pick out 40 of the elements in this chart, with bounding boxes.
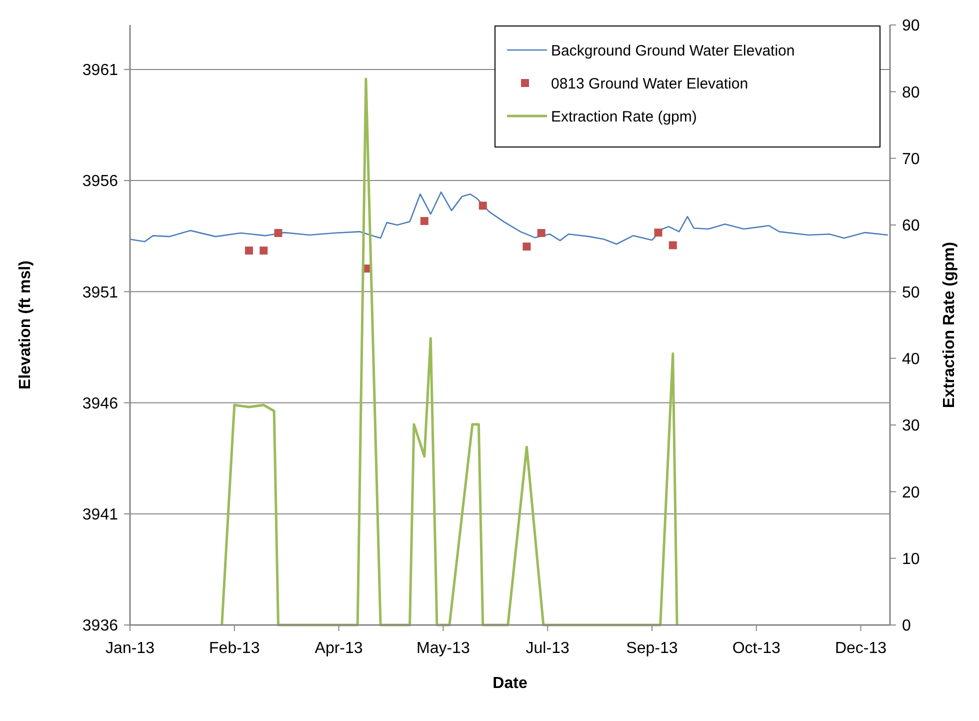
x-tick-label: May-13 [416,640,470,657]
point [537,229,546,237]
y-tick-label: 3961 [82,62,118,80]
y2-tick-label: 10 [902,550,920,568]
y-axis-title: Elevation (ft msl) [17,260,34,390]
y2-axis-title: Extraction Rate (gpm) [941,242,958,408]
y-tick-label: 3941 [82,506,118,524]
x-tick-label: Feb-13 [209,640,260,657]
y-tick-label: 3936 [82,618,118,635]
y2-tick-label: 70 [902,150,920,168]
y2-tick-label: 80 [902,84,920,102]
y-tick-label: 3956 [82,173,118,190]
point [654,228,662,237]
x-tick-label: Jul-13 [526,640,570,657]
point [274,229,282,237]
point [478,202,487,210]
x-tick-label: Dec-13 [834,640,887,657]
y2-tick-label: 90 [902,18,920,35]
point [668,241,677,250]
line-series [129,191,889,245]
legend-label: Background Ground Water Elevation [551,42,795,60]
point [260,246,268,255]
y2-tick-label: 0 [902,618,911,635]
x-tick-label: Jan-13 [106,640,155,657]
y-tick-label: 3951 [82,284,118,302]
x-tick-label: Oct-13 [732,640,780,657]
y2-tick-label: 20 [902,484,920,502]
y-tick-label: 3946 [82,395,118,412]
x-tick-label: Apr-13 [314,640,363,657]
point [245,246,254,255]
x-tick-label: Sep-13 [626,640,678,657]
y2-tick-label: 50 [902,284,920,302]
y2-tick-label: 40 [902,350,920,368]
x-axis-title: Date [492,675,528,692]
point [420,217,428,225]
legend-label: 0813 Ground Water Elevation [551,75,748,92]
point [522,242,531,251]
y2-tick-label: 30 [902,418,920,435]
legend-label: Extraction Rate (gpm) [551,108,697,126]
y2-tick-label: 60 [902,218,920,235]
